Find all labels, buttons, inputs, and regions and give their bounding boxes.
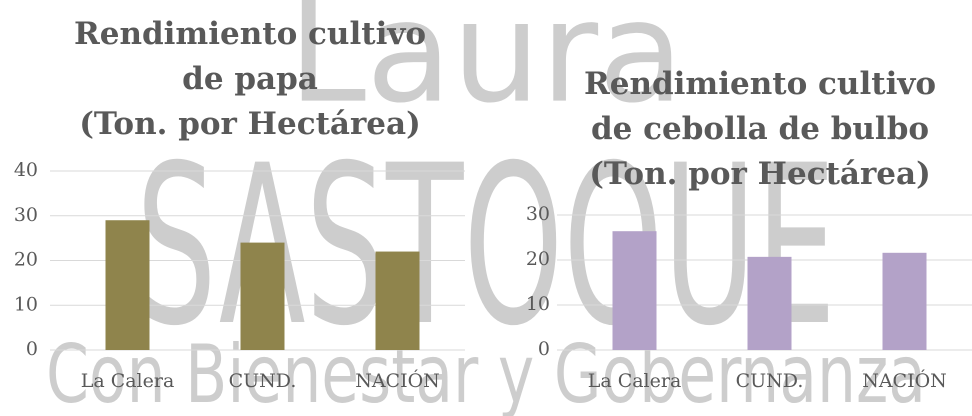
x-tick-label: CUND. [229, 370, 297, 392]
chart-title: Rendimiento cultivo de cebolla de bulbo … [583, 66, 937, 192]
y-tick-label: 40 [14, 159, 38, 181]
y-tick-label: 20 [14, 249, 38, 271]
y-tick-label: 0 [538, 338, 550, 360]
x-tick-label: La Calera [588, 370, 682, 392]
y-tick-label: 30 [526, 203, 550, 225]
x-tick-label: NACIÓN [862, 369, 947, 392]
x-tick-label: NACIÓN [355, 369, 440, 392]
bar [375, 251, 420, 350]
watermark: Laura [288, 0, 684, 135]
bar [882, 252, 927, 350]
y-tick-label: 10 [526, 293, 550, 315]
bar [747, 256, 792, 350]
chart-title: Rendimiento cultivo de papa (Ton. por He… [73, 16, 427, 142]
x-tick-label: CUND. [736, 370, 804, 392]
x-tick-label: La Calera [81, 370, 175, 392]
bar [105, 220, 150, 350]
y-tick-label: 0 [26, 338, 38, 360]
y-tick-label: 20 [526, 248, 550, 270]
bar [240, 242, 285, 350]
bar [612, 231, 657, 350]
y-tick-label: 30 [14, 204, 38, 226]
y-tick-label: 10 [14, 293, 38, 315]
